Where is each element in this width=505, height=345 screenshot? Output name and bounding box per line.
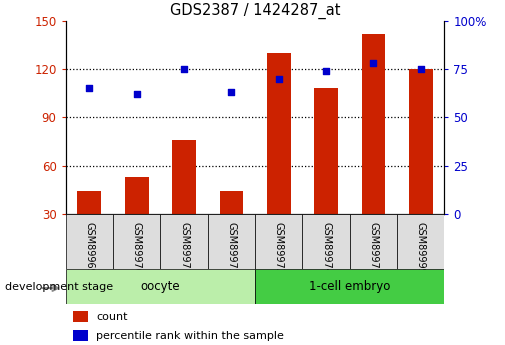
- Point: [133, 91, 141, 97]
- Point: [275, 76, 283, 81]
- Title: GDS2387 / 1424287_at: GDS2387 / 1424287_at: [170, 3, 340, 19]
- Text: GSM89969: GSM89969: [84, 222, 94, 275]
- Text: development stage: development stage: [5, 282, 113, 292]
- Text: 1-cell embryo: 1-cell embryo: [309, 280, 390, 293]
- FancyBboxPatch shape: [255, 269, 444, 304]
- Point: [227, 89, 235, 95]
- Point: [85, 86, 93, 91]
- Text: GSM89974: GSM89974: [321, 222, 331, 275]
- Text: GSM89971: GSM89971: [179, 222, 189, 275]
- Bar: [73, 311, 88, 322]
- Bar: [220, 191, 243, 214]
- Text: GSM89972: GSM89972: [226, 222, 236, 275]
- Text: percentile rank within the sample: percentile rank within the sample: [96, 331, 284, 341]
- FancyBboxPatch shape: [255, 214, 302, 269]
- Text: oocyte: oocyte: [140, 280, 180, 293]
- Bar: [125, 177, 148, 214]
- FancyBboxPatch shape: [349, 214, 397, 269]
- FancyBboxPatch shape: [302, 214, 349, 269]
- Text: GSM89999: GSM89999: [416, 222, 426, 275]
- FancyBboxPatch shape: [113, 214, 161, 269]
- Text: GSM89975: GSM89975: [368, 222, 378, 275]
- Point: [369, 60, 377, 66]
- Text: GSM89970: GSM89970: [132, 222, 142, 275]
- Bar: [172, 140, 196, 214]
- Bar: [267, 53, 290, 214]
- FancyBboxPatch shape: [397, 214, 444, 269]
- Bar: [409, 69, 433, 214]
- Point: [180, 66, 188, 72]
- FancyBboxPatch shape: [66, 269, 255, 304]
- Point: [417, 66, 425, 72]
- Text: GSM89973: GSM89973: [274, 222, 284, 275]
- FancyBboxPatch shape: [208, 214, 255, 269]
- FancyBboxPatch shape: [161, 214, 208, 269]
- Bar: [314, 88, 338, 214]
- Bar: [77, 191, 101, 214]
- Point: [322, 68, 330, 74]
- Bar: [73, 330, 88, 341]
- Bar: [362, 33, 385, 214]
- FancyBboxPatch shape: [66, 214, 113, 269]
- Text: count: count: [96, 312, 127, 322]
